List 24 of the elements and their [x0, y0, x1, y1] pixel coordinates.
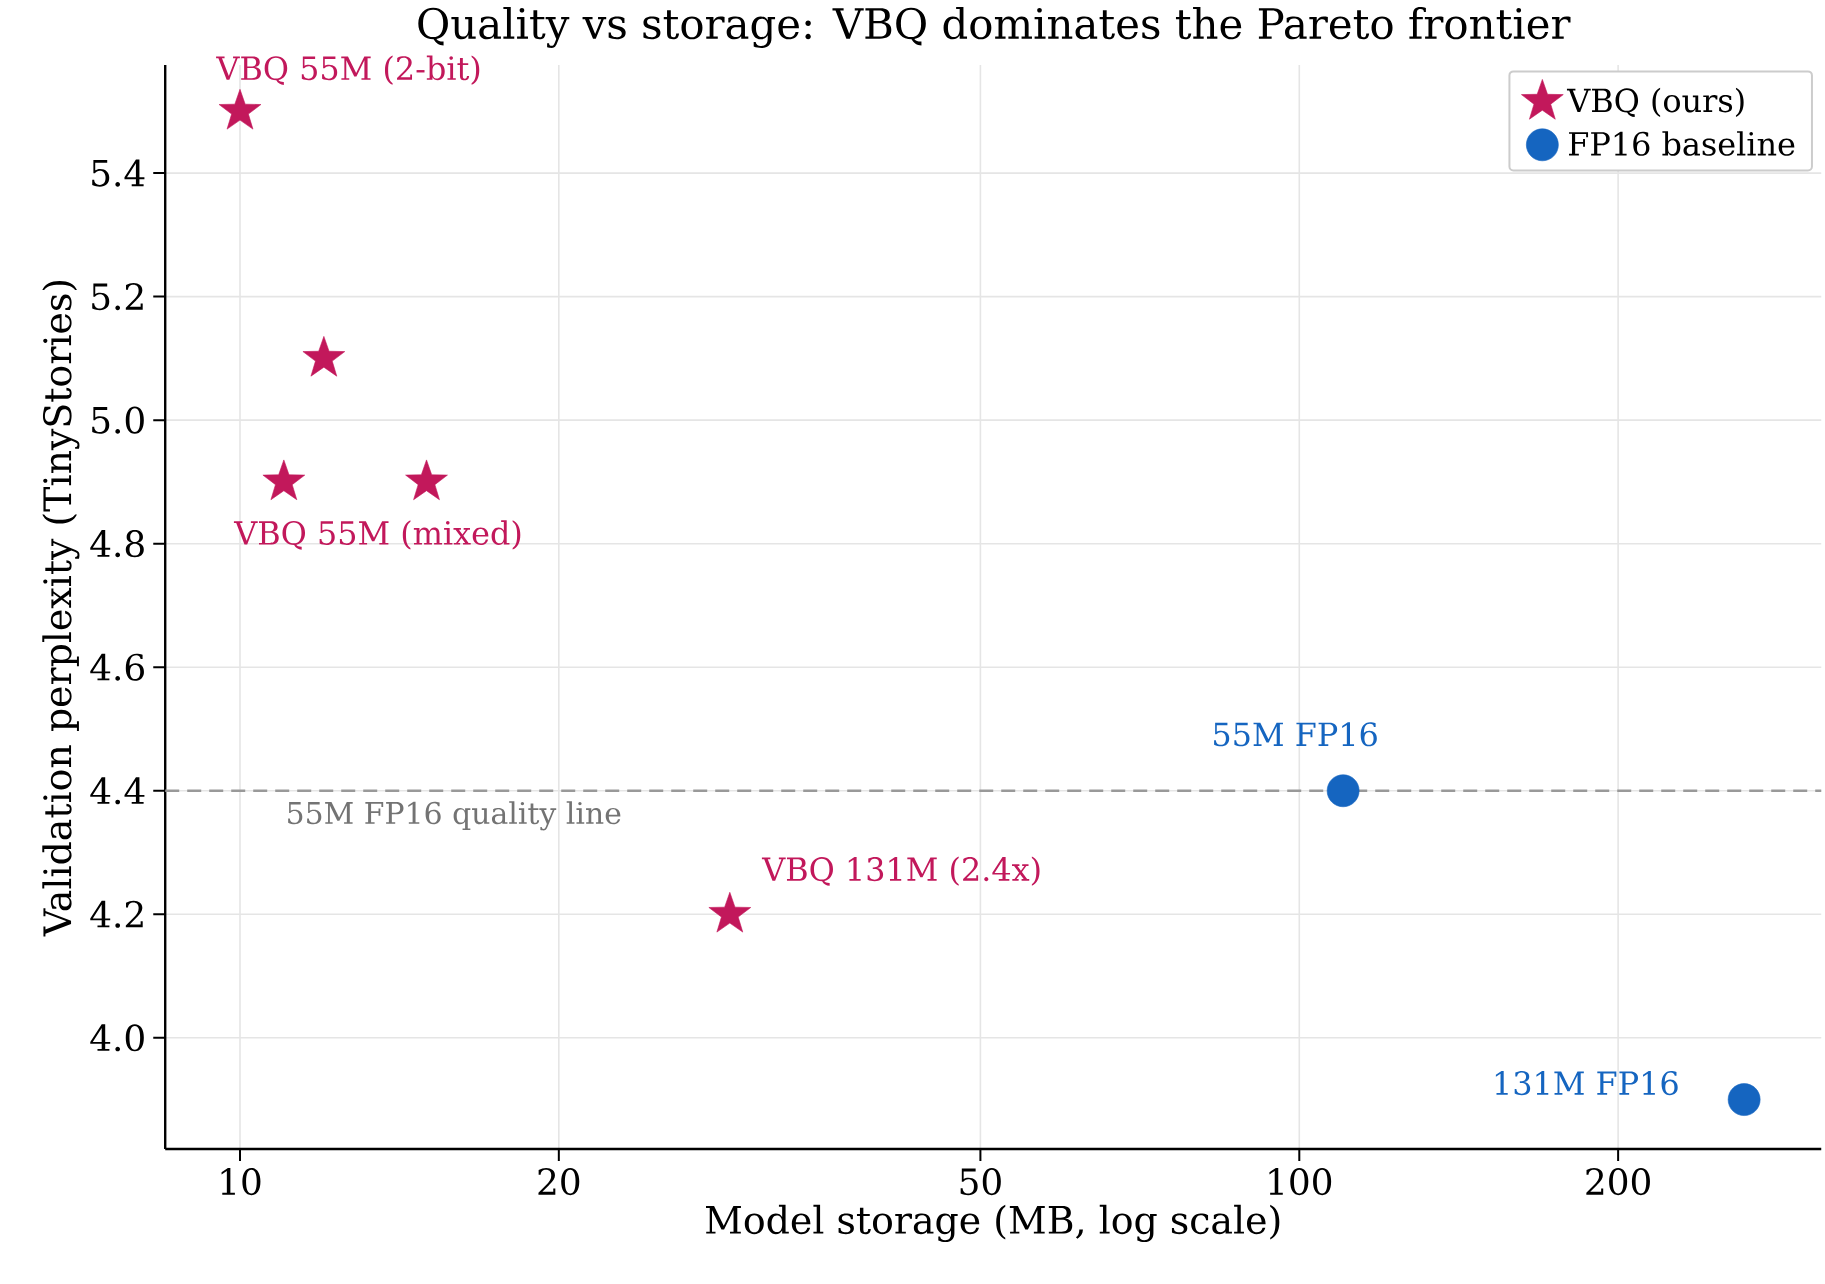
y-tick-label: 5.2 — [92, 283, 143, 311]
y-tick-label: 4.0 — [90, 1024, 144, 1052]
annotation: VBQ 55M (mixed) — [233, 520, 521, 550]
x-tick-label: 10 — [221, 1168, 261, 1196]
y-tick-label: 5.0 — [92, 406, 144, 434]
chart-title: Quality vs storage: VBQ dominates the Pareto frontier — [418, 6, 1571, 48]
y-tick-label: 4.6 — [90, 653, 144, 681]
y-tick-label: 4.4 — [90, 777, 145, 805]
x-tick-label: 100 — [1269, 1168, 1332, 1196]
y-tick-label: 4.2 — [90, 900, 143, 928]
annotation: VBQ 55M (2-bit) — [216, 55, 480, 85]
ref-line-label: 55M FP16 quality line — [288, 801, 621, 831]
x-axis-title: Model storage (MB, log scale) — [706, 1204, 1280, 1243]
y-axis-title: Validation perplexity (TinyStories) — [42, 280, 80, 937]
x-tick-label: 20 — [538, 1168, 580, 1196]
annotation: 131M FP16 — [1495, 1071, 1678, 1096]
legend-label: VBQ (ours) — [1566, 87, 1744, 118]
x-tick-label: 50 — [960, 1168, 1001, 1196]
x-tick-label: 200 — [1586, 1168, 1650, 1196]
annotation: 55M FP16 — [1214, 722, 1377, 747]
y-tick-label: 4.8 — [90, 530, 144, 558]
annotation: VBQ 131M (2.4x) — [761, 856, 1040, 886]
legend-label: FP16 baseline — [1569, 131, 1795, 156]
y-tick-label: 5.4 — [92, 159, 145, 187]
